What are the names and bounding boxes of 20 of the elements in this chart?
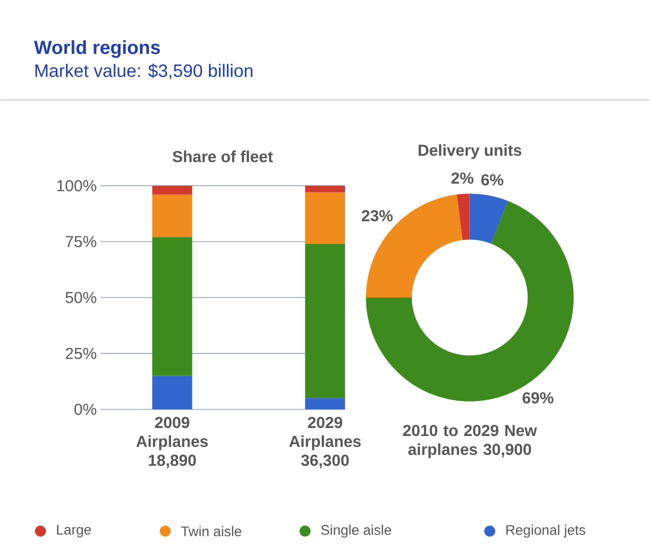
y-tick-label: 0% (74, 404, 96, 415)
data-label: 6% (481, 174, 504, 186)
y-tick-label: 75% (66, 236, 96, 248)
legend-label: Twin aisle (181, 526, 242, 536)
y-tick-label: 50% (66, 292, 96, 304)
x-tick-label: 2009 Airplanes 18,890 (136, 416, 208, 468)
chart-title: Delivery units (418, 144, 522, 159)
text: Market value: $3,590 billion (35, 64, 252, 80)
legend-label: Regional jets (506, 524, 586, 538)
legend-label: Single aisle (321, 524, 392, 538)
text: World regions (34, 40, 160, 58)
y-tick-label: 100% (57, 180, 96, 192)
y-tick-label: 25% (66, 348, 96, 360)
data-label: 69% (522, 392, 554, 404)
data-label: 23% (362, 210, 393, 222)
chart-title: Share of fleet (172, 150, 273, 162)
legend-label: Large (57, 524, 91, 538)
data-label: 2% (451, 172, 474, 184)
text: 2010 to 2029 New airplanes 30,900 (403, 424, 538, 458)
x-tick-label: 2029 Airplanes 36,300 (289, 416, 361, 468)
